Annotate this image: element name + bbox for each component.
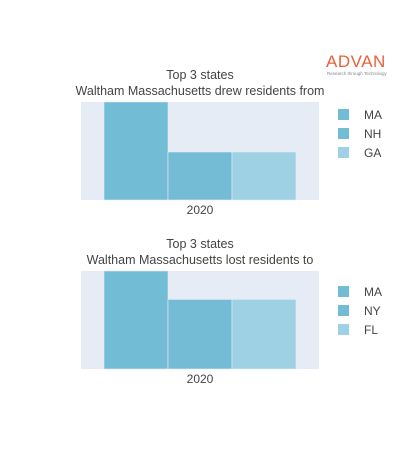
chart-legend: MA NY FL (338, 282, 398, 339)
legend-label: MA (364, 284, 382, 299)
bar-chart-plot (103, 101, 297, 201)
chart-legend: MA NH GA (338, 105, 398, 162)
chart-title-line1: Top 3 states (166, 68, 234, 82)
legend-label: FL (364, 322, 379, 337)
legend-label: GA (364, 145, 382, 160)
bar-fl (231, 299, 297, 370)
chart-title-line2: Waltham Massachusetts lost residents to (86, 253, 314, 267)
chart-title-line2: Waltham Massachusetts drew residents fro… (75, 84, 325, 98)
legend-item-ga[interactable]: GA (338, 143, 398, 162)
legend-swatch (338, 128, 349, 139)
legend-swatch (338, 324, 349, 335)
bar-nh (167, 151, 233, 201)
legend-item-ma[interactable]: MA (338, 105, 398, 124)
legend-item-fl[interactable]: FL (338, 320, 398, 339)
chart-title: Top 3 states Waltham Massachusetts drew … (50, 67, 350, 99)
legend-swatch (338, 286, 349, 297)
legend-label: NY (364, 303, 381, 318)
bar-ga (231, 151, 297, 201)
bar-ma (103, 101, 169, 201)
chart-title: Top 3 states Waltham Massachusetts lost … (50, 236, 350, 268)
logo-tagline: Research through Technology (327, 71, 387, 76)
legend-item-nh[interactable]: NH (338, 124, 398, 143)
legend-item-ny[interactable]: NY (338, 301, 398, 320)
legend-label: MA (364, 107, 382, 122)
legend-label: NH (364, 126, 382, 141)
legend-swatch (338, 147, 349, 158)
legend-item-ma[interactable]: MA (338, 282, 398, 301)
x-tick-label: 2020 (186, 203, 214, 217)
advan-logo: ADVAN Research through Technology (326, 53, 396, 77)
logo-wordmark: ADVAN (326, 52, 386, 71)
bar-chart-plot (103, 270, 297, 370)
chart-title-line1: Top 3 states (166, 237, 234, 251)
bar-ma (103, 270, 169, 370)
x-tick-label: 2020 (186, 372, 214, 386)
legend-swatch (338, 305, 349, 316)
legend-swatch (338, 109, 349, 120)
bar-ny (167, 299, 233, 370)
